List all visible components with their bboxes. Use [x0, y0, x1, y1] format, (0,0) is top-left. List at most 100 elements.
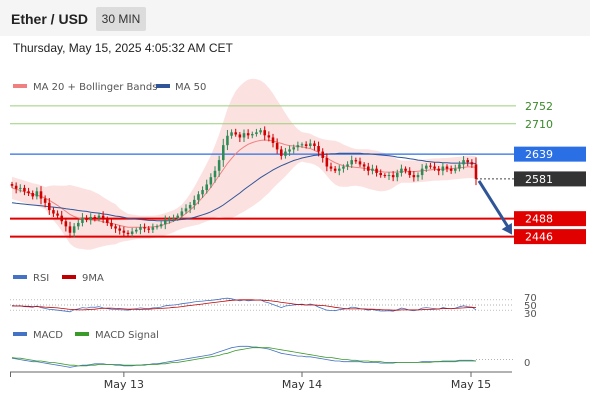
bollinger-band-area	[12, 78, 476, 250]
rsi-tick-30: 30	[524, 309, 537, 320]
level-label-2639: 2639	[525, 148, 553, 161]
candle-body	[321, 151, 324, 158]
candle-body	[188, 204, 192, 209]
candle-body	[135, 229, 138, 232]
candle-body	[23, 187, 26, 192]
candle-body	[296, 145, 300, 148]
macd-signal-line	[11, 347, 476, 367]
timeframe-badge[interactable]: 30 MIN	[96, 7, 146, 31]
candle-body	[255, 132, 258, 135]
candle-body	[35, 191, 39, 197]
candle-body	[329, 166, 333, 169]
candle-body	[288, 149, 291, 152]
candle-body	[234, 132, 237, 135]
candle-body	[458, 164, 461, 169]
candle-body	[193, 199, 196, 205]
legend-swatch-macd-signal	[75, 332, 89, 336]
legend-swatch-rsi	[13, 275, 27, 279]
candle-body	[284, 151, 287, 156]
candle-body	[454, 168, 457, 171]
candle-body	[271, 137, 275, 144]
level-label-2446: 2446	[525, 231, 553, 244]
candle-body	[93, 216, 97, 218]
candle-body	[462, 160, 465, 165]
candle-body	[342, 166, 345, 169]
candle-body	[39, 191, 43, 199]
candle-body	[139, 227, 142, 230]
candle-body	[313, 143, 316, 147]
price-panel: 2752 2710 2639 2581 2488 2446	[10, 78, 586, 250]
candle-body	[449, 168, 453, 171]
candle-body	[10, 184, 14, 186]
candle-body	[429, 165, 432, 167]
candle-body	[52, 210, 55, 214]
candle-body	[242, 133, 246, 138]
candle-body	[60, 215, 63, 222]
chart-timestamp: Thursday, May 15, 2025 4:05:32 AM CET	[13, 41, 233, 55]
rsi-tick-70: 70	[524, 293, 537, 304]
candle-body	[350, 160, 353, 165]
candle-body	[226, 135, 229, 146]
candle-body	[209, 177, 213, 185]
candle-body	[27, 191, 30, 194]
legend-label-rsi-ma: 9MA	[82, 273, 104, 284]
ma50-line	[11, 152, 477, 222]
x-tick-label: May 13	[104, 378, 144, 391]
forecast-arrow-head	[501, 223, 512, 235]
candle-body	[416, 175, 420, 178]
candle-body	[441, 166, 445, 171]
level-tag-2488	[514, 211, 586, 227]
candle-body	[251, 134, 254, 136]
instrument-title: Ether / USD	[11, 11, 89, 27]
candle-body	[263, 130, 266, 136]
candle-body	[445, 166, 449, 169]
candle-body	[280, 149, 283, 156]
candle-body	[205, 184, 208, 191]
candle-body	[77, 222, 80, 227]
candle-body	[151, 227, 155, 230]
candle-body	[400, 168, 403, 173]
legend-swatch-ma20	[13, 84, 27, 88]
candle-body	[412, 175, 416, 178]
candle-body	[43, 198, 47, 203]
candle-body	[362, 164, 366, 167]
candle-body	[420, 168, 424, 176]
candle-body	[338, 168, 341, 171]
legend-swatch-rsi-ma	[62, 275, 76, 279]
level-tag-2446	[514, 229, 586, 245]
candle-body	[31, 193, 34, 197]
candle-body	[408, 170, 411, 176]
candle-body	[375, 168, 378, 173]
candle-body	[213, 170, 217, 178]
candle-body	[404, 168, 407, 171]
candle-body	[275, 143, 279, 150]
candle-body	[379, 172, 382, 176]
candle-body	[172, 217, 175, 219]
candle-body	[143, 227, 146, 229]
candle-body	[433, 166, 436, 169]
candle-body	[304, 144, 308, 147]
legend-label-ma20: MA 20 + Bollinger Bands	[33, 82, 157, 93]
candle-body	[317, 146, 320, 152]
candle-body	[217, 160, 221, 171]
candle-body	[89, 216, 92, 220]
candle-body	[159, 224, 163, 227]
ma20-line	[11, 139, 477, 228]
candle-body	[437, 168, 440, 171]
candle-body	[118, 228, 121, 231]
level-tag-2639	[514, 146, 586, 162]
candle-body	[238, 134, 242, 138]
level-label-2752: 2752	[525, 100, 553, 113]
candle-body	[72, 226, 76, 233]
macd-tick-0: 0	[524, 358, 530, 369]
candle-body	[246, 133, 250, 136]
candle-body	[474, 164, 478, 179]
candle-body	[56, 213, 59, 216]
x-axis-labels: May 13 May 14 May 15	[104, 372, 491, 391]
candle-body	[371, 168, 374, 171]
candle-body	[114, 226, 117, 229]
legend-label-ma50: MA 50	[175, 82, 206, 93]
candle-body	[309, 143, 312, 147]
macd-panel	[11, 345, 514, 368]
